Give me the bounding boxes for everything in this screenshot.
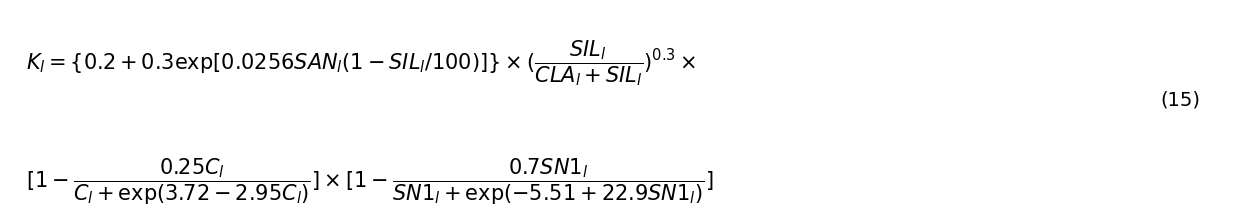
Text: (15): (15)	[1161, 91, 1201, 110]
Text: $[1 - \dfrac{0.25C_l}{C_l + \exp(3.72 - 2.95C_l)}]\times[1 - \dfrac{0.7SN1_l}{SN: $[1 - \dfrac{0.25C_l}{C_l + \exp(3.72 - …	[26, 157, 714, 207]
Text: $K_l = \{0.2 + 0.3\exp[0.0256SAN_l(1 - SIL_l / 100)]\} \times(\dfrac{SIL_l}{CLA_: $K_l = \{0.2 + 0.3\exp[0.0256SAN_l(1 - S…	[26, 38, 696, 88]
